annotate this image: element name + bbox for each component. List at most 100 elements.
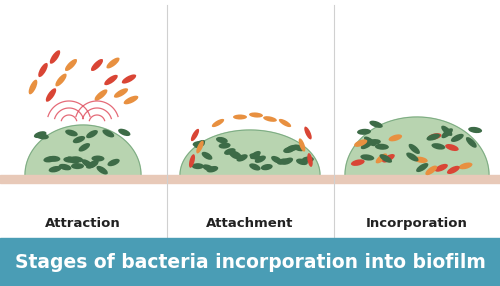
Ellipse shape — [38, 63, 48, 77]
Ellipse shape — [382, 154, 395, 162]
Ellipse shape — [282, 158, 293, 165]
Ellipse shape — [466, 137, 476, 148]
Ellipse shape — [94, 89, 108, 101]
Ellipse shape — [442, 128, 453, 138]
Ellipse shape — [48, 156, 60, 162]
Ellipse shape — [296, 158, 308, 165]
Ellipse shape — [124, 96, 138, 104]
Ellipse shape — [192, 163, 204, 169]
Ellipse shape — [46, 88, 56, 102]
Text: Attachment: Attachment — [206, 217, 294, 230]
Bar — [0, 175, 500, 183]
Ellipse shape — [82, 159, 93, 168]
Ellipse shape — [36, 133, 49, 140]
Bar — [0, 238, 500, 286]
Ellipse shape — [50, 50, 60, 64]
Ellipse shape — [428, 133, 442, 140]
Text: Attraction: Attraction — [45, 217, 121, 230]
Ellipse shape — [249, 163, 260, 170]
Ellipse shape — [261, 164, 272, 170]
Ellipse shape — [375, 144, 389, 150]
Ellipse shape — [236, 154, 248, 162]
Ellipse shape — [44, 156, 57, 162]
Ellipse shape — [354, 139, 368, 147]
Ellipse shape — [218, 142, 230, 149]
Ellipse shape — [357, 129, 371, 135]
Ellipse shape — [202, 164, 214, 171]
Ellipse shape — [86, 130, 98, 138]
Ellipse shape — [351, 159, 364, 166]
Ellipse shape — [408, 144, 420, 154]
Ellipse shape — [249, 112, 263, 118]
Ellipse shape — [254, 156, 266, 163]
Ellipse shape — [192, 141, 204, 147]
Ellipse shape — [361, 140, 373, 149]
Ellipse shape — [308, 153, 312, 167]
Ellipse shape — [459, 162, 472, 169]
Ellipse shape — [102, 129, 114, 138]
Ellipse shape — [189, 154, 195, 168]
Ellipse shape — [212, 119, 224, 127]
Ellipse shape — [104, 75, 118, 85]
Ellipse shape — [271, 156, 282, 164]
Ellipse shape — [370, 121, 383, 128]
Ellipse shape — [118, 129, 130, 136]
Ellipse shape — [71, 163, 84, 169]
Ellipse shape — [406, 152, 418, 162]
Ellipse shape — [191, 129, 199, 141]
Ellipse shape — [286, 145, 298, 151]
Ellipse shape — [426, 134, 440, 141]
Ellipse shape — [304, 127, 312, 140]
Ellipse shape — [64, 157, 76, 163]
Ellipse shape — [364, 136, 376, 146]
Ellipse shape — [216, 137, 228, 143]
Ellipse shape — [58, 164, 71, 170]
Ellipse shape — [445, 144, 458, 151]
Ellipse shape — [48, 166, 62, 172]
Ellipse shape — [432, 143, 445, 150]
Ellipse shape — [426, 166, 437, 175]
Ellipse shape — [293, 144, 304, 151]
Ellipse shape — [232, 151, 242, 159]
Polygon shape — [180, 130, 320, 175]
Ellipse shape — [87, 160, 99, 168]
Ellipse shape — [92, 156, 104, 162]
Ellipse shape — [106, 57, 120, 68]
Ellipse shape — [376, 153, 387, 163]
Ellipse shape — [233, 114, 247, 120]
Text: Stages of bacteria incorporation into biofilm: Stages of bacteria incorporation into bi… — [14, 253, 486, 271]
Ellipse shape — [34, 131, 46, 138]
Polygon shape — [345, 117, 489, 175]
Ellipse shape — [250, 151, 260, 159]
Ellipse shape — [28, 80, 38, 94]
Ellipse shape — [229, 151, 240, 159]
Ellipse shape — [65, 130, 78, 136]
Ellipse shape — [367, 139, 381, 145]
Ellipse shape — [360, 154, 374, 160]
Ellipse shape — [202, 152, 212, 160]
Text: Incorporation: Incorporation — [366, 217, 468, 230]
Ellipse shape — [65, 59, 77, 71]
Ellipse shape — [70, 156, 83, 162]
Ellipse shape — [414, 157, 428, 163]
Ellipse shape — [435, 164, 448, 172]
Ellipse shape — [283, 146, 295, 153]
Ellipse shape — [73, 136, 85, 143]
Ellipse shape — [451, 134, 464, 142]
Ellipse shape — [250, 153, 261, 160]
Ellipse shape — [298, 138, 306, 152]
Polygon shape — [25, 125, 141, 175]
Ellipse shape — [66, 156, 79, 164]
Ellipse shape — [279, 119, 291, 127]
Ellipse shape — [91, 59, 103, 71]
Ellipse shape — [122, 74, 136, 84]
Ellipse shape — [194, 140, 205, 148]
Ellipse shape — [302, 156, 314, 162]
Ellipse shape — [388, 134, 402, 141]
Ellipse shape — [263, 116, 277, 122]
Ellipse shape — [380, 154, 392, 163]
Ellipse shape — [277, 158, 288, 165]
Ellipse shape — [78, 143, 90, 152]
Ellipse shape — [114, 88, 128, 98]
Ellipse shape — [86, 161, 98, 168]
